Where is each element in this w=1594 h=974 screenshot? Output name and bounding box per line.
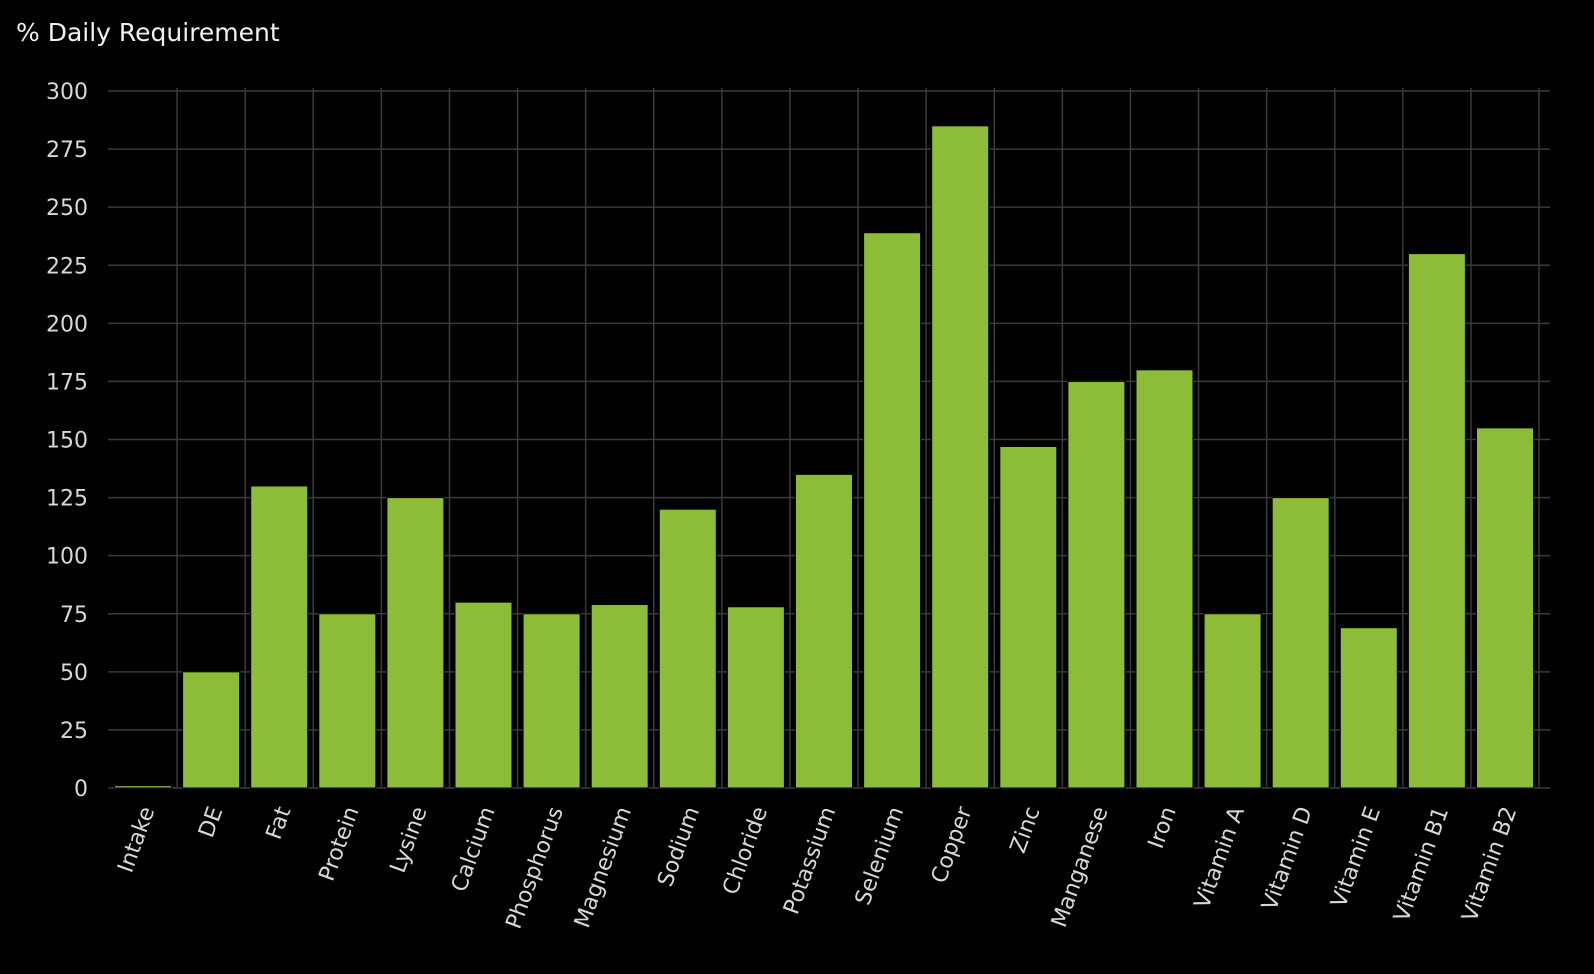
- bar-magnesium: [590, 603, 649, 789]
- x-tick-label: Copper: [927, 803, 978, 887]
- x-tick-label: Iron: [1144, 804, 1182, 852]
- x-tick-label: Vitamin A: [1190, 804, 1250, 912]
- x-tick-label: Calcium: [447, 804, 501, 896]
- y-tick-label: 50: [60, 661, 88, 686]
- bar-vitamin-e: [1339, 627, 1398, 789]
- y-tick-label: 225: [46, 254, 88, 279]
- x-tick-label: Vitamin B1: [1390, 804, 1455, 926]
- bar-potassium: [795, 473, 853, 789]
- bar-manganese: [1067, 380, 1126, 789]
- bar-zinc: [999, 445, 1058, 789]
- y-axis-ticks: 0 25 50 75 100 125 150 175 200 225 250 275 300: [46, 80, 88, 802]
- y-tick-label: 125: [46, 487, 88, 512]
- y-tick-label: 275: [46, 138, 88, 163]
- x-tick-label: Protein: [315, 804, 365, 885]
- bar-calcium: [454, 601, 513, 789]
- x-axis-ticks: Intake DE Fat Protein Lysine Calcium Phosphoru…: [114, 803, 1523, 933]
- bar-selenium: [863, 232, 922, 789]
- bar-iron: [1135, 369, 1194, 789]
- x-tick-label: Vitamin B2: [1458, 804, 1523, 926]
- bar-fat: [250, 485, 309, 789]
- y-tick-label: 200: [46, 312, 88, 337]
- x-tick-label: Intake: [114, 804, 161, 876]
- y-tick-label: 175: [46, 370, 88, 395]
- bar-de: [182, 671, 241, 789]
- y-tick-label: 0: [74, 777, 88, 802]
- x-tick-label: Phosphorus: [502, 804, 569, 933]
- x-tick-label: Potassium: [779, 804, 841, 918]
- x-tick-label: Fat: [262, 803, 297, 843]
- x-tick-label: Vitamin D: [1257, 804, 1318, 914]
- y-tick-label: 25: [60, 719, 88, 744]
- x-tick-label: Zinc: [1006, 804, 1046, 857]
- bar-phosphorus: [522, 613, 581, 789]
- bar-vitamin-d: [1271, 497, 1330, 789]
- bar-sodium: [658, 508, 717, 789]
- bar-copper: [931, 125, 990, 789]
- x-tick-label: Chloride: [718, 804, 773, 899]
- x-tick-label: Lysine: [386, 804, 433, 877]
- y-axis-label: % Daily Requirement: [16, 18, 280, 47]
- bar-vitamin-a: [1203, 613, 1262, 789]
- bar-lysine: [386, 497, 445, 789]
- y-tick-label: 75: [60, 603, 88, 628]
- x-tick-label: Selenium: [851, 804, 910, 909]
- bar-vitamin-b1: [1407, 253, 1466, 789]
- x-tick-label: Sodium: [653, 804, 705, 890]
- y-tick-label: 100: [46, 545, 88, 570]
- bar-protein: [318, 613, 377, 789]
- grid: [108, 88, 1550, 789]
- x-tick-label: Vitamin E: [1327, 804, 1386, 911]
- y-tick-label: 250: [46, 196, 88, 221]
- bar-vitamin-b2: [1476, 427, 1534, 789]
- y-tick-label: 300: [46, 80, 88, 105]
- bar-chloride: [726, 606, 785, 789]
- bar-intake: [114, 785, 172, 789]
- x-tick-label: DE: [194, 804, 228, 842]
- y-tick-label: 150: [46, 429, 88, 454]
- x-tick-label: Manganese: [1047, 804, 1114, 931]
- bars: [114, 125, 1534, 789]
- x-tick-label: Magnesium: [570, 804, 637, 932]
